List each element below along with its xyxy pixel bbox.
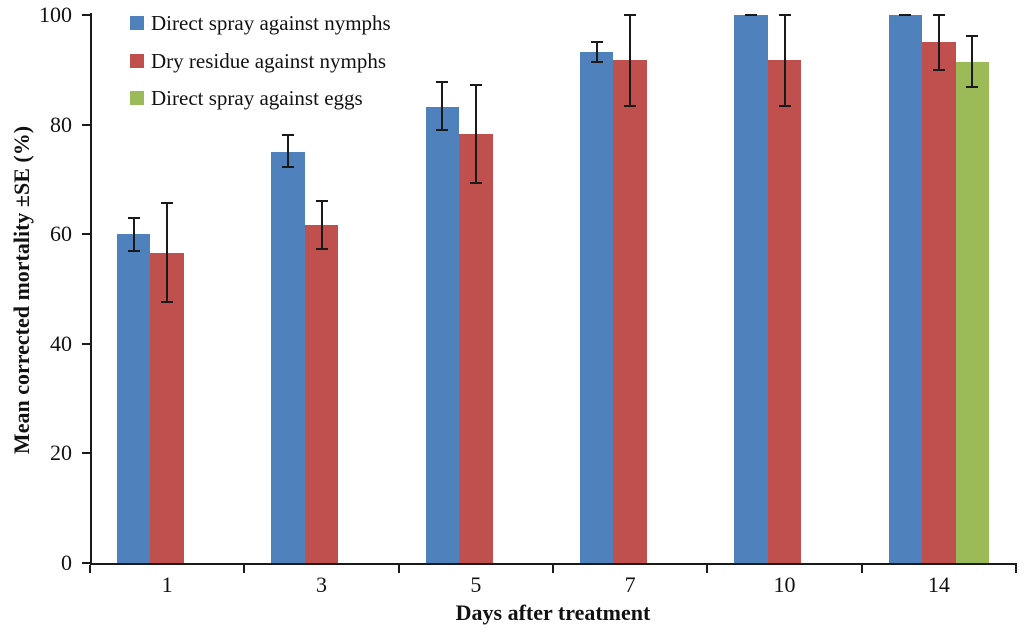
legend-item: Dry residue against nymphs xyxy=(130,49,386,73)
bar xyxy=(767,60,802,563)
error-bar-cap-bottom xyxy=(899,14,912,16)
error-bar-cap-top xyxy=(315,199,328,202)
error-bar-cap-top xyxy=(778,14,791,16)
y-axis-tick xyxy=(82,123,90,126)
legend-swatch-icon xyxy=(130,16,144,30)
y-axis-tick xyxy=(82,342,90,345)
bar xyxy=(580,51,614,563)
legend-label: Direct spray against eggs xyxy=(151,86,363,110)
error-bar-cap-top xyxy=(624,14,637,16)
error-bar-cap-bottom xyxy=(590,60,603,63)
error-bar-line xyxy=(320,200,323,249)
error-bar-cap-top xyxy=(590,40,603,43)
legend-label: Direct spray against nymphs xyxy=(151,11,391,35)
x-axis-line xyxy=(90,563,1017,565)
error-bar-line xyxy=(166,202,169,303)
error-bar-line xyxy=(971,36,974,87)
bar xyxy=(425,106,460,563)
error-bar-cap-bottom xyxy=(436,129,449,132)
legend-item: Direct spray against eggs xyxy=(130,86,363,110)
x-axis-tick-label: 1 xyxy=(161,572,173,597)
y-axis-tick-label: 60 xyxy=(50,221,72,247)
error-bar-line xyxy=(595,41,598,62)
bar xyxy=(304,224,339,563)
x-axis-tick-label: 5 xyxy=(470,572,482,597)
bar xyxy=(734,15,768,563)
error-bar-cap-top xyxy=(282,134,295,136)
y-axis-tick-label: 20 xyxy=(50,440,72,466)
bar xyxy=(888,15,923,563)
y-axis-tick xyxy=(82,562,90,564)
legend-item: Direct spray against nymphs xyxy=(130,11,391,35)
bar xyxy=(271,152,305,563)
bar xyxy=(613,60,647,563)
error-bar-cap-bottom xyxy=(161,301,174,304)
y-axis-tick xyxy=(82,14,90,16)
error-bar-line xyxy=(441,82,444,131)
bar xyxy=(150,253,184,563)
y-axis-title: Mean corrected mortality ±SE (%) xyxy=(9,125,34,455)
x-axis-tick xyxy=(860,565,863,573)
y-axis-tick-label: 100 xyxy=(39,2,72,27)
error-bar-cap-bottom xyxy=(932,68,945,71)
error-bar-cap-top xyxy=(436,81,449,84)
error-bar-line xyxy=(474,84,477,183)
error-bar-line xyxy=(783,15,786,106)
x-axis-tick xyxy=(552,565,554,573)
legend-label: Dry residue against nymphs xyxy=(151,48,387,73)
x-axis-tick xyxy=(1015,565,1017,573)
error-bar-cap-bottom xyxy=(778,104,791,107)
x-axis-tick xyxy=(89,565,91,573)
x-axis-tick xyxy=(397,565,400,573)
x-axis-tick-label: 14 xyxy=(927,572,950,597)
error-bar-cap-bottom xyxy=(966,85,979,88)
y-axis-line xyxy=(90,13,92,565)
x-axis-tick-label: 3 xyxy=(316,572,327,597)
bar xyxy=(922,42,956,563)
error-bar-line xyxy=(937,15,940,70)
error-bar-cap-bottom xyxy=(624,104,637,107)
error-bar-cap-bottom xyxy=(469,181,482,184)
y-axis-tick-label: 80 xyxy=(50,111,72,137)
error-bar-cap-bottom xyxy=(315,247,328,250)
y-axis-tick xyxy=(82,233,90,236)
y-axis-tick-label: 40 xyxy=(50,330,72,356)
error-bar-cap-bottom xyxy=(127,249,140,252)
error-bar-cap-bottom xyxy=(282,165,295,168)
error-bar-line xyxy=(132,217,135,251)
bar xyxy=(955,61,989,563)
error-bar-line xyxy=(287,135,290,167)
legend-swatch-icon xyxy=(130,91,144,105)
error-bar-line xyxy=(629,15,632,106)
error-bar-cap-top xyxy=(469,83,482,86)
bar xyxy=(117,234,151,563)
error-bar-cap-top xyxy=(161,201,174,204)
x-axis-tick xyxy=(243,565,246,573)
error-bar-cap-bottom xyxy=(745,14,758,16)
y-axis-tick-label: 0 xyxy=(61,550,72,575)
error-bar-cap-top xyxy=(966,35,979,38)
bar xyxy=(459,133,493,563)
x-axis-tick-label: 7 xyxy=(624,572,636,597)
x-axis-title: Days after treatment xyxy=(455,600,651,625)
y-axis-tick xyxy=(82,452,90,455)
x-axis-tick xyxy=(706,565,709,573)
error-bar-cap-top xyxy=(932,14,945,16)
legend-swatch-icon xyxy=(130,53,144,68)
error-bar-cap-top xyxy=(127,216,140,219)
x-axis-tick-label: 10 xyxy=(773,572,796,597)
